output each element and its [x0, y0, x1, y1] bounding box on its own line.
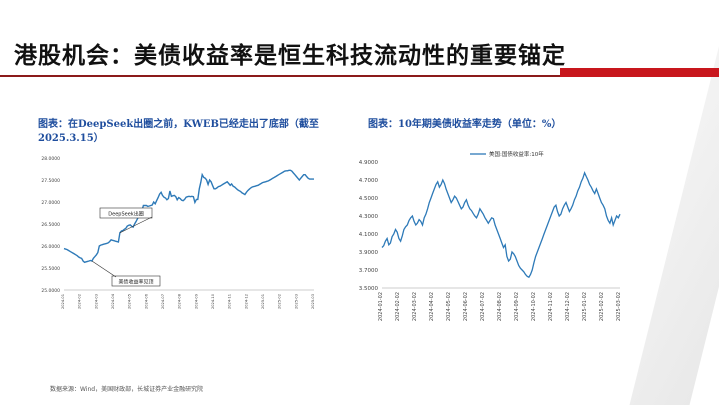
chart2-x-tick: 2024-08-02: [497, 292, 503, 321]
chart1-annotation-label: DeepSeek出圈: [108, 211, 143, 218]
chart1-x-tick: 2024-11: [228, 294, 232, 309]
chart2-y-tick: 4.3000: [359, 214, 379, 220]
chart1-x-tick: 2024-01: [61, 294, 65, 309]
chart2-y-tick: 3.9000: [359, 250, 379, 256]
chart2-x-tick: 2024-02-02: [395, 292, 401, 321]
chart2-x-tick: 2024-12-02: [565, 292, 571, 321]
chart2-y-tick: 3.7000: [359, 268, 379, 274]
chart1-x-tick: 2024-04: [111, 293, 115, 309]
chart1-x-tick: 2025-03: [294, 294, 298, 309]
chart2-x-tick: 2025-03-02: [616, 292, 622, 321]
chart2-x-tick: 2024-04-02: [429, 292, 435, 321]
chart1-annotation-leader: [119, 216, 153, 234]
chart2-x-tick: 2025-02-02: [599, 292, 605, 321]
chart1-annotation-leader: [91, 260, 117, 278]
chart1-x-tick: 2024-05: [128, 294, 132, 309]
chart2-y-tick: 3.5000: [359, 286, 379, 292]
chart1-x-tick: 2024-10: [211, 293, 215, 309]
ust10y-chart: 3.5000 3.7000 3.9000 4.1000 4.3000 4.5000 4.70…: [359, 150, 622, 321]
chart1-annotation-label: 美债收益率见顶: [118, 279, 153, 286]
chart2-x-tick: 2024-03-02: [412, 292, 418, 321]
chart1-title: 图表：在DeepSeek出圈之前，KWEB已经走出了底部（截至2025.3.15…: [38, 119, 319, 144]
chart1-x-tick: 2025-03: [311, 294, 315, 309]
chart2-y-tick: 4.1000: [359, 232, 379, 238]
chart2-y-tick: 4.9000: [359, 160, 379, 166]
chart2-x-tick: 2025-01-02: [582, 292, 588, 321]
chart1-series-line: [63, 169, 314, 264]
chart1-x-tick: 2024-02: [78, 294, 82, 309]
chart1-x-tick: 2024-08: [178, 293, 182, 309]
chart1-x-tick: 2024-07: [161, 294, 165, 309]
kweb-chart: 25.0000 25.5000 26.0000 26.5000 27.0000 27.50…: [41, 156, 315, 309]
chart2-legend-label: 美国:国债收益率:10年: [489, 150, 544, 158]
chart1-y-tick: 27.5000: [41, 178, 60, 184]
page-title: 港股机会：美债收益率是恒生科技流动性的重要锚定: [14, 43, 566, 69]
chart2-y-tick: 4.7000: [359, 178, 379, 184]
source-note: 数据来源：Wind，美国财政部，长城证券产业金融研究院: [50, 386, 204, 393]
chart2-title: 图表：10年期美债收益率走势（单位：%）: [368, 119, 562, 130]
chart1-x-tick: 2024-12: [244, 294, 248, 309]
chart2-series-line: [381, 170, 621, 279]
chart1-x-tick: 2024-03: [94, 294, 98, 309]
chart1-x-tick: 2024-06: [144, 293, 148, 309]
chart2-x-tick: 2024-01-02: [378, 292, 384, 321]
chart2-x-tick: 2024-09-02: [514, 292, 520, 321]
chart2-x-tick: 2024-05-02: [446, 292, 452, 321]
chart1-y-tick: 27.0000: [41, 200, 60, 206]
chart1-x-tick: 2024-09: [194, 293, 198, 309]
chart2-x-tick: 2024-06-02: [463, 292, 469, 321]
chart2-x-tick: 2024-11-02: [548, 292, 554, 321]
chart1-y-tick: 28.0000: [41, 156, 60, 162]
chart1-y-tick: 25.0000: [41, 288, 60, 294]
chart1-x-tick: 2025-02: [278, 294, 282, 309]
chart1-y-tick: 25.5000: [41, 266, 60, 272]
chart2-y-tick: 4.5000: [359, 196, 379, 202]
chart2-x-tick: 2024-10-02: [531, 292, 537, 321]
chart1-y-tick: 26.5000: [41, 222, 60, 228]
chart1-annotation-box: [99, 207, 153, 219]
chart1-x-tick: 2025-01: [261, 294, 265, 309]
chart2-x-tick: 2024-07-02: [480, 292, 486, 321]
title-underline: [0, 75, 560, 77]
chart1-annotation-box: [111, 275, 161, 287]
chart1-y-tick: 26.0000: [41, 244, 60, 250]
title-accent-bar: [560, 68, 719, 77]
